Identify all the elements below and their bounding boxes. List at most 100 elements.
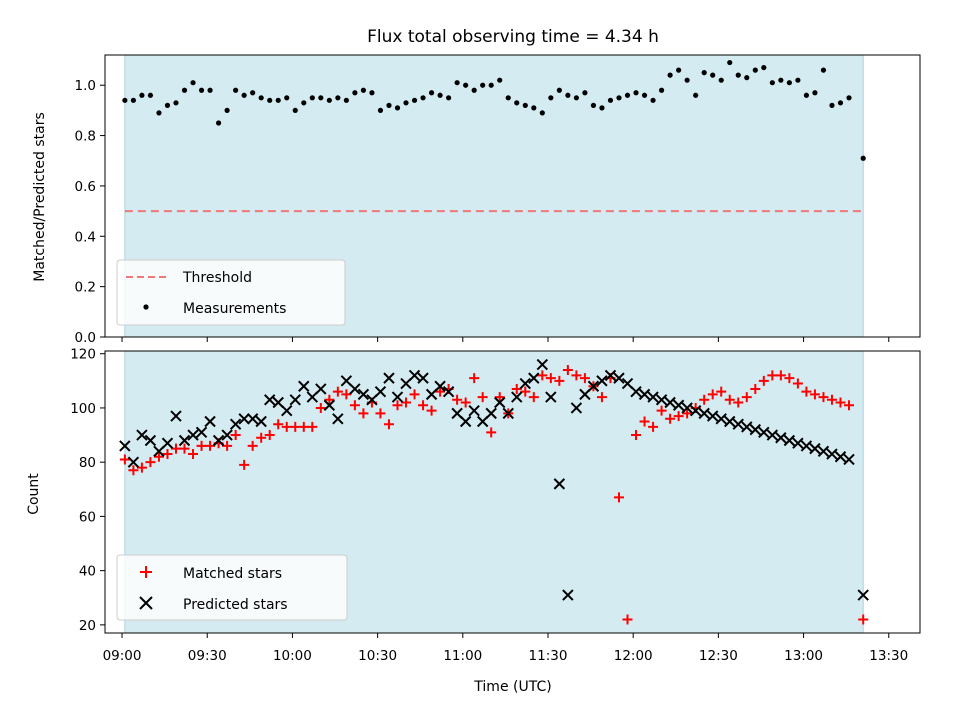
predicted-star-point xyxy=(119,440,131,452)
predicted-legend-swatch xyxy=(139,596,153,610)
predicted-star-point xyxy=(698,407,710,420)
x-tick-label: 12:30 xyxy=(699,648,738,664)
count-legend-box xyxy=(116,554,348,621)
predicted-star-point xyxy=(357,388,370,401)
count-legend: Matched stars Predicted stars xyxy=(116,554,348,621)
matched-star-point xyxy=(750,383,761,394)
count-y-tick-label: 100 xyxy=(70,401,96,417)
measurement-point xyxy=(684,77,690,83)
matched-star-point xyxy=(741,392,752,403)
measurement-point xyxy=(718,77,724,83)
ratio-legend-box xyxy=(116,259,346,326)
count-series-plus xyxy=(119,364,869,625)
measurement-point xyxy=(837,100,844,106)
ratio-y-tick-label: 0.8 xyxy=(75,129,96,145)
predicted-star-point xyxy=(255,415,267,428)
measurement-point xyxy=(326,97,332,103)
measurement-point xyxy=(428,90,435,96)
matched-star-point xyxy=(537,370,548,381)
matched-star-point xyxy=(170,443,181,454)
matched-star-point xyxy=(562,364,573,375)
x-tick-label: 09:00 xyxy=(103,648,142,664)
predicted-star-point xyxy=(553,478,566,490)
matched-star-point xyxy=(418,400,429,411)
matched-star-point xyxy=(162,449,173,460)
measurement-point xyxy=(420,95,426,101)
measurement-point xyxy=(139,92,145,98)
measurement-point xyxy=(463,82,469,88)
measurement-point xyxy=(650,97,656,103)
matched-star-point xyxy=(256,432,267,443)
measurement-point xyxy=(241,92,247,98)
measurement-point xyxy=(369,90,375,96)
matched-star-point xyxy=(477,392,488,403)
matched-star-point xyxy=(375,408,386,419)
matched-star-point xyxy=(648,421,659,432)
measurement-point xyxy=(616,95,622,101)
predicted-star-point xyxy=(221,429,233,441)
matched-star-point xyxy=(733,397,744,408)
measurement-point xyxy=(301,100,307,106)
predicted-star-point xyxy=(459,415,472,428)
predicted-star-point xyxy=(817,445,830,458)
measurement-point xyxy=(522,102,528,108)
measurement-point xyxy=(386,102,392,108)
matched-star-point xyxy=(128,465,139,476)
count-y-tick-label: 60 xyxy=(79,509,96,525)
measurement-point xyxy=(693,92,699,98)
matched-star-point xyxy=(401,397,412,408)
measurement-point xyxy=(573,95,579,101)
matched-star-point xyxy=(639,416,650,427)
matched-star-point xyxy=(435,386,446,397)
matched-star-point xyxy=(613,492,624,503)
ratio-y-tick-label: 0.4 xyxy=(75,229,96,245)
predicted-star-point xyxy=(442,385,455,398)
predicted-star-point xyxy=(349,383,361,395)
matched-star-point xyxy=(707,389,718,400)
predicted-star-point xyxy=(664,396,676,409)
measurement-point xyxy=(309,95,315,101)
measurement-point xyxy=(505,95,511,101)
predicted-star-point xyxy=(749,423,762,436)
matched-star-point xyxy=(469,373,480,384)
matched-legend-swatch xyxy=(140,566,152,578)
matched-star-point xyxy=(511,383,522,394)
threshold-legend-label: Threshold xyxy=(182,270,252,286)
measurement-point xyxy=(394,105,401,111)
matched-star-point xyxy=(349,400,360,411)
predicted-star-point xyxy=(383,372,395,384)
predicted-star-point xyxy=(613,372,625,384)
measurement-point xyxy=(744,75,750,81)
matched-star-point xyxy=(205,440,216,451)
matched-legend-label: Matched stars xyxy=(183,566,282,582)
matched-star-point xyxy=(188,449,199,460)
measurement-point xyxy=(582,90,588,96)
matched-star-point xyxy=(264,430,275,441)
matched-star-point xyxy=(196,440,207,451)
x-tick-label: 11:00 xyxy=(443,648,482,664)
measurement-point xyxy=(860,155,866,161)
matched-star-point xyxy=(758,375,769,386)
measurement-point xyxy=(820,67,827,73)
matched-star-point xyxy=(545,373,556,384)
measurement-point xyxy=(267,97,273,103)
matched-star-point xyxy=(631,430,642,441)
matched-star-point xyxy=(656,405,667,416)
matched-star-point xyxy=(324,394,335,405)
predicted-star-point xyxy=(494,396,506,409)
measurement-point xyxy=(343,97,349,103)
predicted-star-point xyxy=(596,375,608,387)
measurement-point xyxy=(147,92,154,98)
count-plot-frame xyxy=(104,350,921,634)
measurement-point xyxy=(667,72,673,78)
matched-star-point xyxy=(230,430,241,441)
measurement-point xyxy=(156,110,162,116)
x-tick-label: 13:30 xyxy=(869,648,908,664)
measurement-point xyxy=(624,92,631,98)
predicted-star-point xyxy=(638,388,651,401)
measurement-point xyxy=(173,100,179,106)
predicted-star-point xyxy=(263,394,276,406)
measurement-point xyxy=(360,87,367,93)
predicted-star-point xyxy=(246,413,259,425)
measurement-point xyxy=(676,67,682,73)
